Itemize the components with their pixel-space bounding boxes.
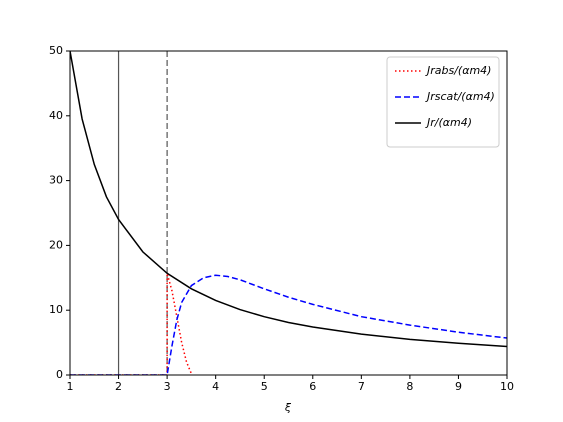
x-tick-label: 6: [309, 380, 316, 393]
y-tick-label: 50: [49, 44, 63, 57]
y-tick-label: 0: [56, 368, 63, 381]
y-tick-label: 10: [49, 303, 63, 316]
x-tick-label: 1: [67, 380, 74, 393]
plot-frame: [69, 50, 508, 376]
series-line: [70, 51, 507, 348]
x-tick-label: 4: [212, 380, 219, 393]
series-line: [70, 273, 193, 375]
legend-box: [386, 56, 500, 148]
series-line: [70, 274, 507, 375]
y-tick-label: 20: [49, 238, 63, 251]
legend-label: Jrabs/(αm4): [425, 64, 491, 77]
legend-label: Jrscat/(αm4): [425, 90, 495, 103]
x-tick-label: 2: [115, 380, 122, 393]
y-tick-label: 40: [49, 109, 63, 122]
x-tick-label: 5: [261, 380, 268, 393]
x-axis-label: ξ: [284, 401, 292, 414]
x-tick-label: 7: [358, 380, 365, 393]
x-tick-label: 3: [164, 380, 171, 393]
y-tick-label: 30: [49, 174, 63, 187]
x-tick-label: 8: [406, 380, 413, 393]
legend-label: Jr/(αm4): [425, 116, 472, 129]
x-tick-label: 9: [455, 380, 462, 393]
x-tick-label: 10: [500, 380, 514, 393]
